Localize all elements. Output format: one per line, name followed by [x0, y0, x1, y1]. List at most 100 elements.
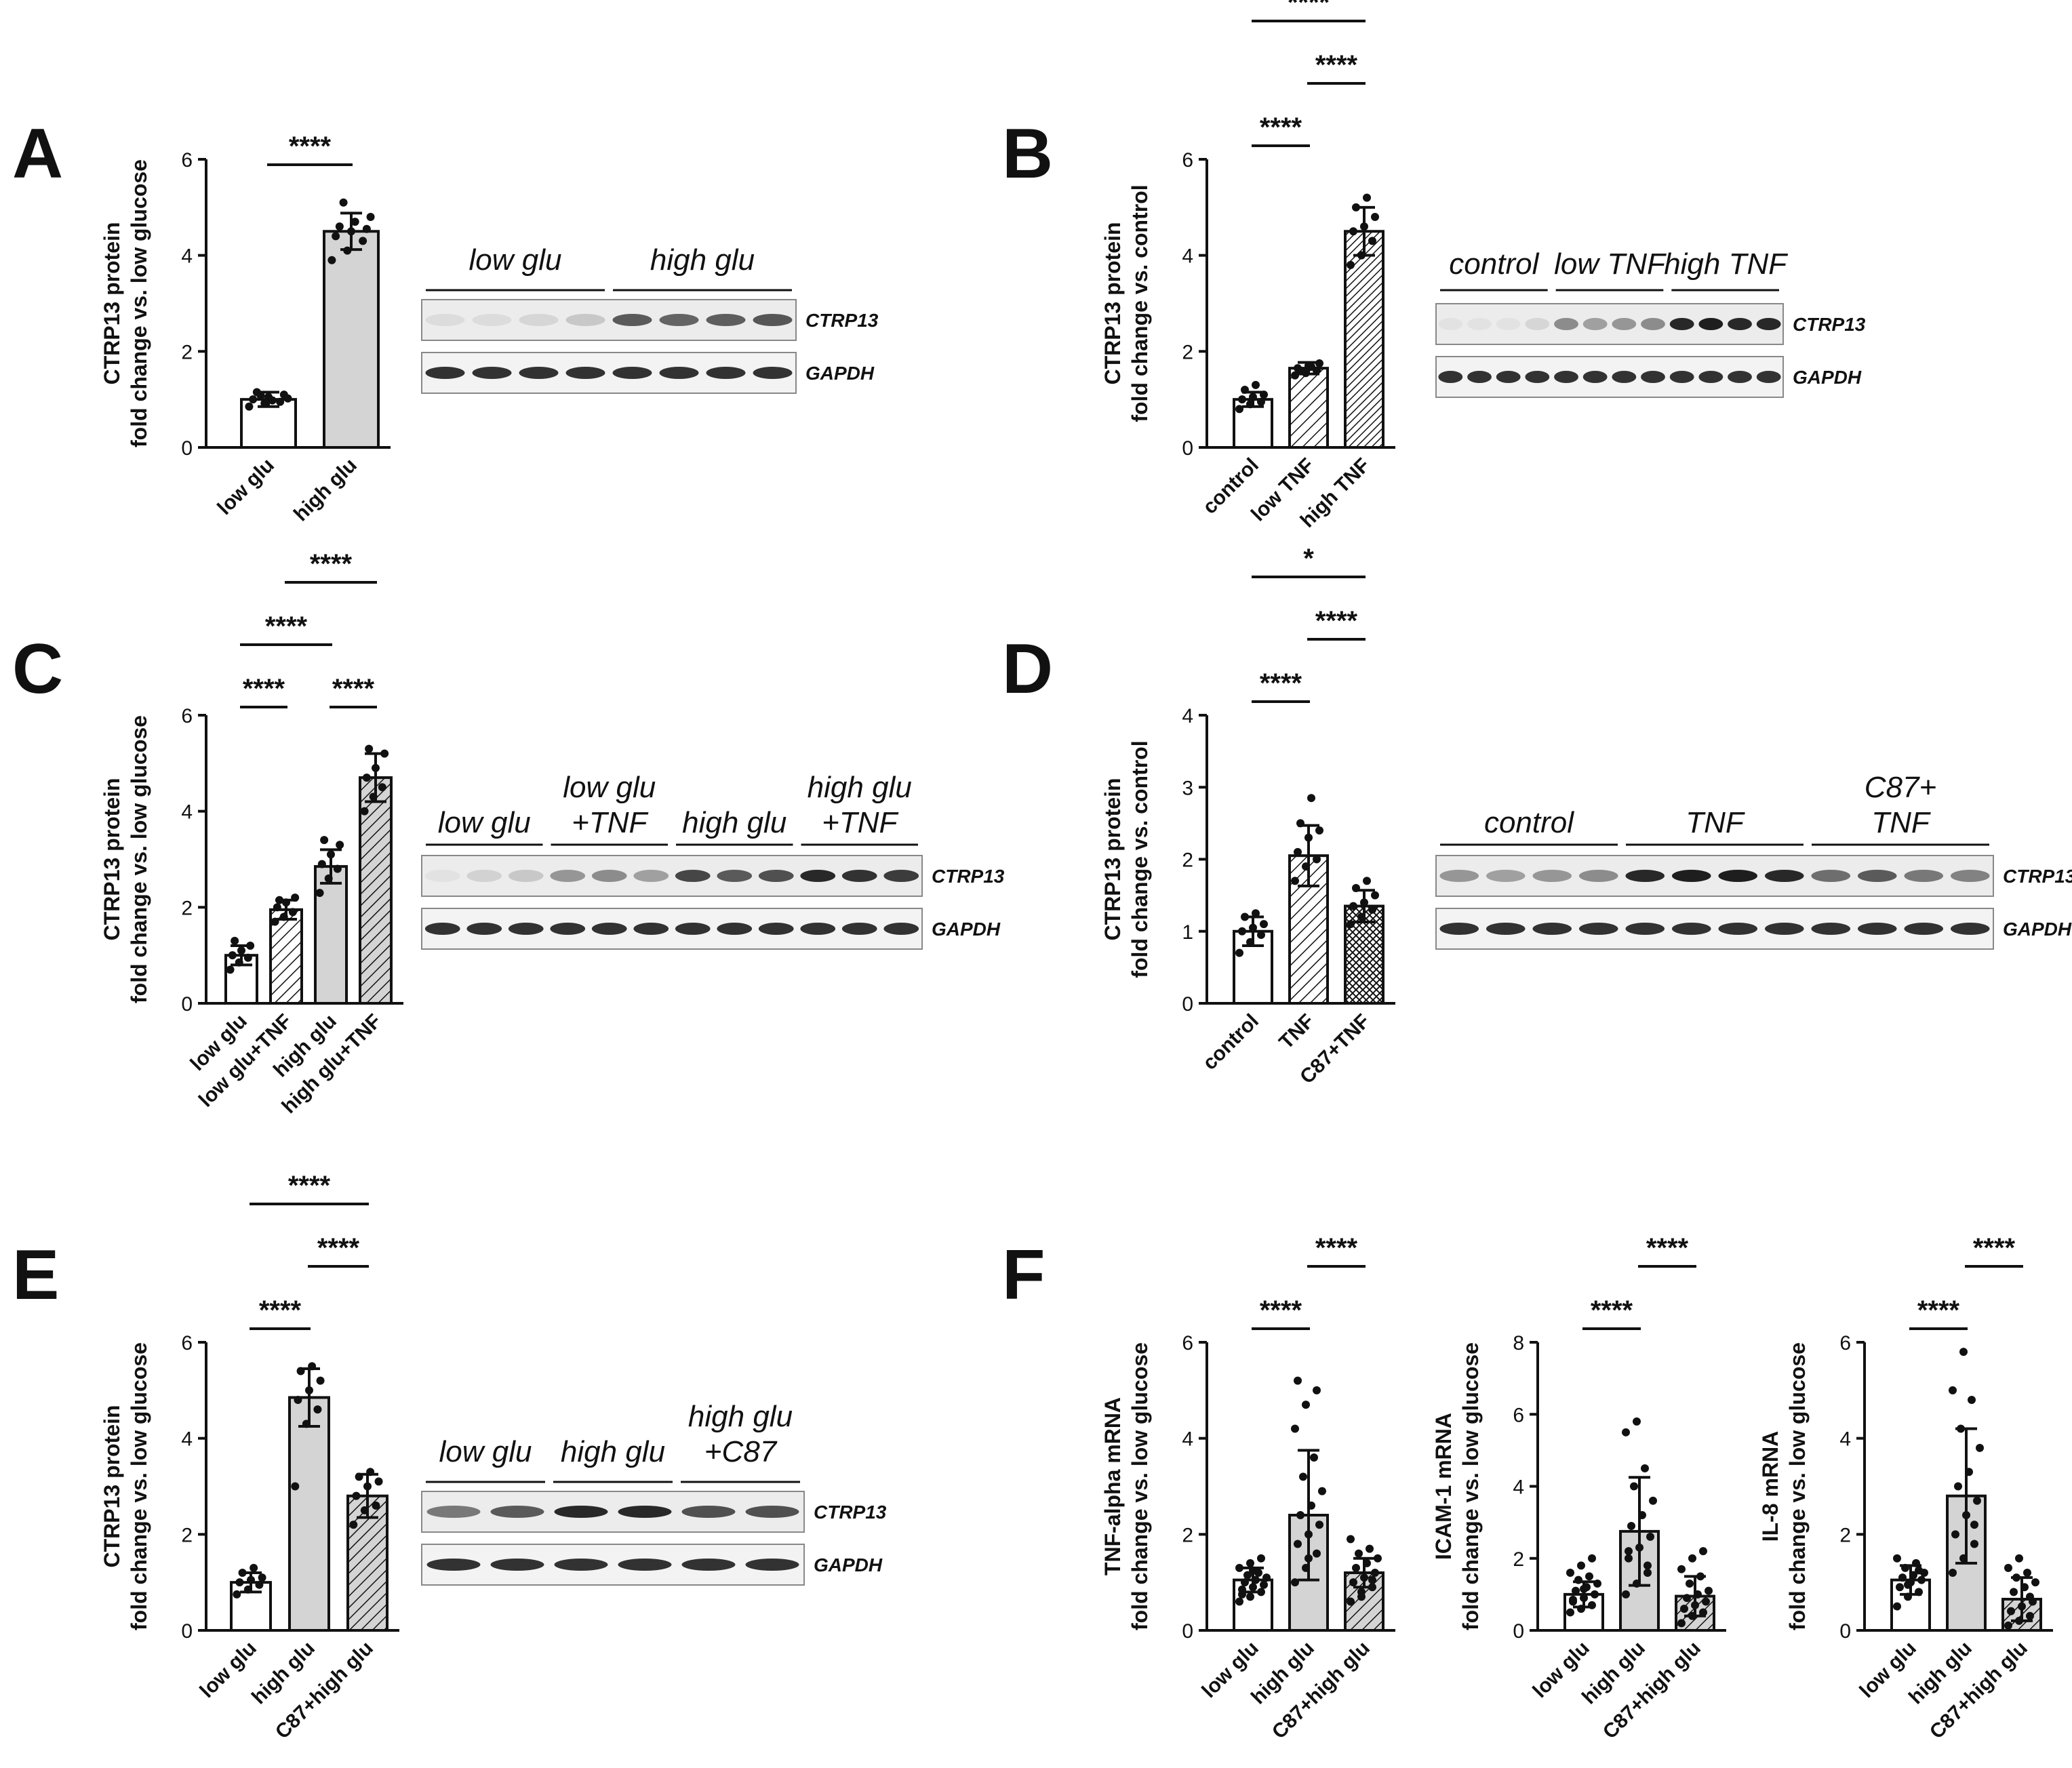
data-point: [1347, 260, 1355, 269]
blot-row-label: CTRP13: [1793, 314, 1866, 335]
data-point: [1360, 898, 1368, 907]
data-point: [1368, 905, 1376, 914]
data-point: [336, 841, 344, 849]
data-point: [283, 394, 292, 403]
data-point: [1633, 1417, 1641, 1426]
y-tick-label: 6: [181, 149, 193, 172]
data-point: [1973, 1496, 1981, 1505]
data-point: [1302, 1401, 1310, 1409]
data-point: [1238, 1590, 1246, 1599]
blot-band: [612, 314, 652, 326]
data-point: [1347, 1535, 1355, 1544]
data-point: [1680, 1605, 1688, 1613]
data-point: [369, 792, 378, 801]
blot-band: [1612, 318, 1637, 330]
blot-band: [1698, 318, 1724, 330]
data-point: [246, 942, 255, 950]
blot-row-label: GAPDH: [932, 919, 1001, 940]
y-axis-label: CTRP13 protein: [100, 222, 124, 384]
data-point: [1959, 1554, 1968, 1563]
data-point: [1633, 1579, 1641, 1588]
gapdh-blot-strip: [421, 908, 923, 950]
y-axis-label: ICAM-1 mRNA: [1431, 1413, 1456, 1560]
data-point: [1371, 213, 1379, 221]
significance-label: ****: [1646, 1233, 1689, 1263]
blot-band: [1496, 371, 1521, 383]
blot-band: [753, 314, 793, 326]
category-label: C87+high glu: [1268, 1637, 1374, 1744]
data-point: [1904, 1580, 1912, 1589]
y-axis-label: IL-8 mRNA: [1758, 1431, 1782, 1542]
chart-panel-d: 0 1 2 3 4 CTRP13 protein fold change vs. contr…: [1100, 544, 1395, 1088]
significance-label: ****: [288, 1171, 331, 1201]
significance-label: ****: [265, 611, 308, 641]
significance-label: ****: [243, 674, 285, 704]
data-point: [1241, 912, 1249, 921]
significance-label: ****: [1315, 606, 1358, 636]
y-tick-label: 0: [1513, 1620, 1524, 1643]
data-point: [1291, 1578, 1299, 1587]
blot-band: [618, 1506, 672, 1518]
y-tick-label: 0: [181, 1620, 193, 1643]
data-point: [268, 396, 277, 405]
y-tick-label: 2: [181, 341, 193, 363]
data-point: [1591, 1590, 1599, 1599]
data-point: [1577, 1561, 1585, 1570]
blot-band: [466, 870, 502, 882]
blot-band: [717, 923, 753, 935]
blot-band: [1578, 923, 1618, 935]
chart-panel-c: 0 2 4 6 CTRP13 protein fold change vs. low gl…: [100, 549, 403, 1118]
data-point: [362, 774, 371, 782]
data-point: [313, 1405, 322, 1414]
blot-band: [1756, 318, 1781, 330]
data-point: [1622, 1590, 1630, 1599]
y-tick-label: 6: [1839, 1332, 1851, 1354]
blot-group-label: high glu: [808, 771, 912, 804]
panel-letter-e: E: [12, 1236, 59, 1314]
data-point: [1294, 1376, 1302, 1385]
gapdh-blot-strip: [1435, 908, 1994, 950]
blot-band: [1582, 371, 1608, 383]
y-tick-label: 3: [1182, 777, 1193, 799]
data-point: [1352, 203, 1360, 212]
blot-band: [1438, 318, 1463, 330]
blot-band: [1578, 870, 1618, 882]
blot-row-label: GAPDH: [814, 1554, 883, 1575]
data-point: [374, 1477, 383, 1486]
blot-band: [1756, 371, 1781, 383]
data-point: [291, 1482, 300, 1491]
blot-band: [1718, 923, 1758, 935]
data-point: [1957, 1424, 1965, 1433]
significance-label: ****: [317, 1233, 360, 1263]
data-point: [1577, 1605, 1585, 1613]
data-point: [1688, 1611, 1696, 1620]
blot-band: [1641, 371, 1665, 383]
data-point: [1257, 931, 1265, 940]
data-point: [1915, 1588, 1923, 1596]
y-tick-label: 6: [1513, 1404, 1524, 1426]
data-point: [1238, 927, 1246, 936]
blot-group-label: high glu: [561, 1435, 665, 1468]
data-point: [235, 1578, 244, 1587]
data-point: [291, 893, 300, 902]
blot-band: [717, 870, 753, 882]
data-point: [366, 1468, 375, 1476]
data-point: [250, 1563, 258, 1572]
blot-band: [1728, 371, 1752, 383]
blot-band: [681, 1506, 736, 1518]
data-point: [1318, 1487, 1326, 1495]
data-point: [343, 246, 352, 255]
data-point: [1260, 390, 1268, 399]
blot-row-label: CTRP13: [932, 866, 1005, 887]
panel-letter-c: C: [12, 630, 63, 708]
data-point: [1299, 1472, 1307, 1481]
y-axis-label: fold change vs. control: [1128, 740, 1152, 978]
data-point: [275, 896, 284, 904]
blot-group-label: +C87: [704, 1435, 778, 1468]
significance-label: ****: [310, 549, 353, 579]
y-tick-label: 0: [1182, 1620, 1193, 1643]
bar-high glu: [288, 1396, 330, 1632]
y-tick-label: 2: [1182, 341, 1193, 363]
